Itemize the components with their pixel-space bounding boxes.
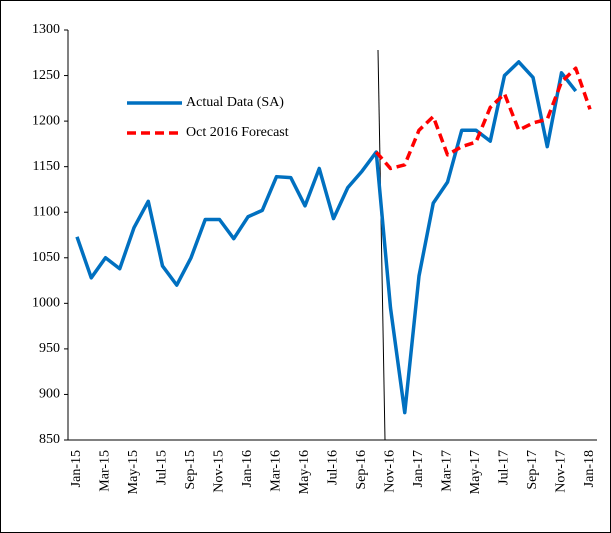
y-tick-label: 850 [39,432,60,447]
x-tick-label: Nov-16 [383,450,398,493]
x-tick-label: Jan-16 [240,450,255,487]
x-tick-label: Mar-17 [440,450,455,492]
y-tick-label: 1250 [32,68,60,83]
x-tick-label: Mar-15 [98,450,113,492]
legend-label: Actual Data (SA) [186,95,284,110]
series-line [374,66,592,171]
x-tick-label: Nov-15 [212,450,227,493]
x-tick-label: Sep-16 [354,450,369,490]
x-tick-label: May-17 [468,450,483,494]
y-tick-label: 950 [39,341,60,356]
y-tick-label: 1000 [32,296,60,311]
x-tick-label: Jan-15 [69,450,84,487]
x-tick-label: May-15 [126,450,141,494]
x-tick-label: Jul-17 [497,450,512,485]
x-tick-label: Sep-17 [525,450,540,490]
y-tick-label: 1150 [33,159,60,174]
x-tick-label: Nov-17 [554,450,569,493]
y-tick-label: 1200 [32,113,60,128]
y-tick-label: 900 [39,387,60,402]
y-tick-label: 1100 [33,204,60,219]
y-tick-label: 1300 [32,22,60,37]
x-tick-label: Sep-15 [183,450,198,490]
forecast-divider [377,49,386,441]
x-tick-label: May-16 [297,450,312,494]
y-tick-label: 1050 [32,250,60,265]
x-tick-label: Jul-15 [155,450,170,485]
x-tick-label: Jan-17 [411,450,426,487]
series-line [75,60,578,415]
x-tick-label: Jan-18 [582,450,597,487]
x-tick-label: Mar-16 [269,450,284,492]
x-tick-label: Jul-16 [326,450,341,485]
legend-label: Oct 2016 Forecast [186,125,289,140]
